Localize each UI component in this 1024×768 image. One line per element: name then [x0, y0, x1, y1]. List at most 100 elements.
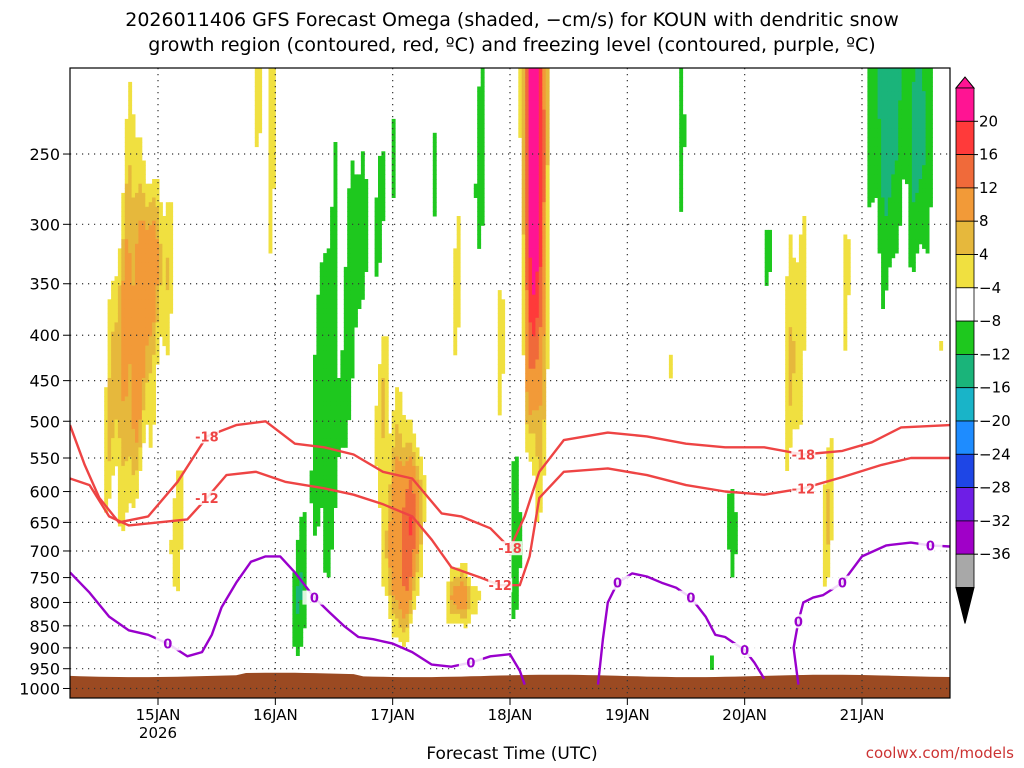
- omega-cell: [518, 81, 523, 87]
- omega-cell: [538, 415, 543, 421]
- omega-cell: [148, 438, 153, 444]
- omega-cell: [131, 341, 136, 347]
- omega-cell: [391, 123, 396, 129]
- omega-cell: [145, 248, 150, 254]
- omega-cell: [121, 419, 126, 425]
- omega-cell: [525, 294, 530, 300]
- omega-cell: [497, 382, 502, 388]
- omega-cell: [395, 576, 399, 582]
- omega-cell: [881, 86, 885, 92]
- omega-cell: [141, 350, 146, 356]
- omega-cell: [148, 359, 153, 365]
- omega-cell: [398, 475, 403, 481]
- omega-cell: [395, 387, 399, 393]
- omega-cell: [412, 484, 417, 490]
- omega-cell: [535, 81, 540, 87]
- omega-cell: [542, 234, 547, 240]
- omega-cell: [117, 401, 122, 407]
- omega-cell: [460, 590, 464, 596]
- omega-cell: [730, 544, 735, 550]
- omega-cell: [388, 581, 393, 587]
- omega-cell: [128, 442, 133, 448]
- omega-cell: [477, 216, 482, 222]
- omega-cell: [542, 345, 547, 351]
- omega-cell: [538, 341, 543, 347]
- omega-cell: [542, 68, 547, 74]
- omega-cell: [364, 225, 369, 231]
- omega-cell: [870, 179, 875, 185]
- omega-cell: [302, 530, 307, 536]
- omega-cell: [535, 128, 540, 134]
- omega-cell: [152, 354, 156, 360]
- omega-cell: [104, 461, 109, 467]
- omega-cell: [802, 331, 807, 337]
- omega-cell: [915, 114, 920, 120]
- omega-cell: [525, 160, 530, 166]
- omega-cell: [463, 590, 468, 596]
- omega-cell: [323, 359, 328, 365]
- omega-cell: [480, 95, 485, 101]
- omega-cell: [826, 526, 831, 532]
- omega-cell: [918, 118, 923, 124]
- omega-cell: [395, 401, 399, 407]
- omega-cell: [730, 535, 735, 541]
- omega-cell: [323, 253, 328, 259]
- omega-cell: [528, 266, 533, 272]
- omega-cell: [514, 595, 519, 601]
- omega-cell: [395, 572, 399, 578]
- omega-cell: [542, 364, 547, 370]
- omega-cell: [511, 521, 516, 527]
- omega-cell: [347, 202, 352, 208]
- omega-cell: [121, 271, 126, 277]
- omega-cell: [525, 276, 530, 282]
- omega-cell: [384, 553, 389, 559]
- omega-cell: [798, 387, 803, 393]
- omega-cell: [384, 461, 389, 467]
- omega-cell: [138, 345, 143, 351]
- omega-cell: [679, 105, 684, 111]
- omega-cell: [785, 327, 790, 333]
- omega-cell: [343, 359, 348, 365]
- omega-cell: [117, 442, 122, 448]
- omega-cell: [798, 359, 803, 365]
- omega-cell: [131, 313, 136, 319]
- omega-cell: [901, 155, 906, 161]
- omega-cell: [915, 77, 920, 83]
- omega-cell: [877, 91, 882, 97]
- omega-cell: [535, 498, 540, 504]
- omega-cell: [511, 567, 516, 573]
- omega-cell: [360, 290, 365, 296]
- omega-cell: [884, 142, 889, 148]
- omega-cell: [172, 539, 177, 545]
- omega-cell: [905, 151, 909, 157]
- omega-cell: [347, 239, 352, 245]
- omega-cell: [316, 521, 321, 527]
- omega-cell: [299, 521, 304, 527]
- omega-cell: [826, 475, 831, 481]
- omega-cell: [141, 424, 146, 430]
- omega-cell: [415, 563, 420, 569]
- omega-cell: [877, 220, 882, 226]
- omega-cell: [532, 299, 536, 305]
- omega-cell: [350, 341, 355, 347]
- omega-cell: [532, 253, 536, 259]
- omega-cell: [128, 239, 133, 245]
- omega-cell: [141, 322, 146, 328]
- omega-cell: [316, 456, 321, 462]
- omega-cell: [388, 600, 393, 606]
- omega-cell: [111, 341, 115, 347]
- omega-cell: [405, 521, 410, 527]
- omega-cell: [511, 530, 516, 536]
- omega-cell: [135, 331, 139, 337]
- omega-cell: [532, 128, 536, 134]
- omega-cell: [333, 350, 338, 356]
- omega-cell: [891, 160, 896, 166]
- omega-cell: [313, 512, 317, 518]
- omega-cell: [148, 220, 153, 226]
- omega-cell: [333, 257, 338, 263]
- omega-cell: [525, 165, 530, 171]
- omega-cell: [528, 350, 533, 356]
- omega-cell: [925, 183, 930, 189]
- omega-cell: [521, 160, 526, 166]
- omega-cell: [107, 368, 112, 374]
